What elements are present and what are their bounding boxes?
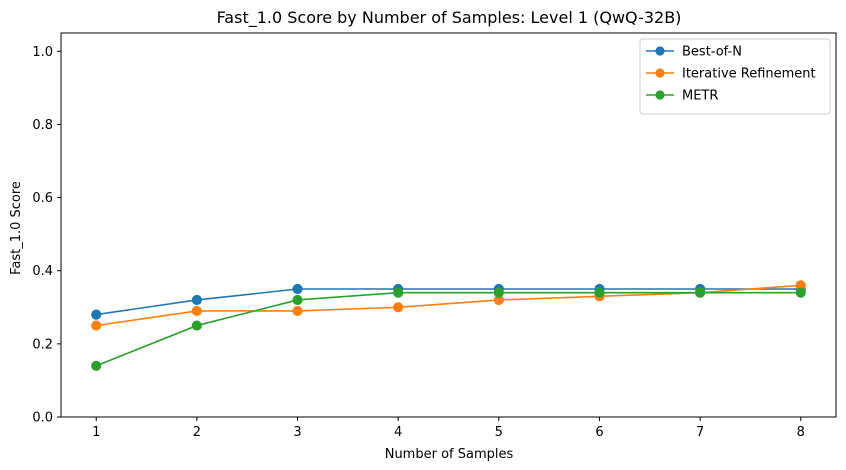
x-tick-label: 7 xyxy=(696,425,704,440)
data-point-iterative-refinement xyxy=(91,320,102,331)
y-tick-label: 0.4 xyxy=(32,264,53,279)
x-tick-label: 1 xyxy=(92,425,100,440)
data-point-metr xyxy=(191,320,202,331)
data-point-metr xyxy=(695,287,706,298)
data-point-metr xyxy=(795,287,806,298)
x-axis-title: Number of Samples xyxy=(385,447,514,462)
legend: Best-of-N Iterative Refinement METR xyxy=(639,38,831,115)
x-tick-label: 8 xyxy=(797,425,805,440)
data-point-iterative-refinement xyxy=(191,305,202,317)
y-tick-label: 1.0 xyxy=(32,45,53,60)
legend-label-best-of-n: Best-of-N xyxy=(682,45,742,60)
data-point-iterative-refinement xyxy=(393,302,404,313)
x-tick-label: 2 xyxy=(193,425,201,440)
plot-area: 1 2 3 4 5 6 7 8 0.0 0.2 0.4 0.6 0.8 1.0 xyxy=(32,32,837,440)
chart-title: Fast_1.0 Score by Number of Samples: Lev… xyxy=(217,8,682,28)
legend-marker-iterative-refinement xyxy=(655,68,665,78)
y-tick-label: 0.6 xyxy=(32,191,53,206)
plot-frame xyxy=(60,32,837,418)
data-point-best-of-n xyxy=(191,294,202,306)
data-point-metr xyxy=(493,287,504,298)
x-tick-label: 6 xyxy=(595,425,603,440)
data-point-iterative-refinement xyxy=(292,305,303,317)
data-point-metr xyxy=(91,360,102,371)
series-line-metr xyxy=(95,291,801,367)
series-line-best-of-n xyxy=(96,288,801,316)
data-point-metr xyxy=(594,287,605,298)
data-point-best-of-n xyxy=(292,283,303,295)
legend-label-metr: METR xyxy=(682,89,718,104)
data-point-best-of-n xyxy=(91,309,102,320)
legend-box xyxy=(639,38,831,115)
y-axis-title: Fast_1.0 Score xyxy=(9,181,24,275)
legend-marker-metr xyxy=(655,90,665,100)
legend-marker-best-of-n xyxy=(655,46,665,56)
y-tick-label: 0.2 xyxy=(32,337,53,352)
legend-label-iterative-refinement: Iterative Refinement xyxy=(682,67,816,82)
x-tick-label: 5 xyxy=(495,425,503,440)
y-tick-label: 0.8 xyxy=(32,118,53,133)
x-tick-label: 3 xyxy=(293,425,301,440)
data-point-metr xyxy=(393,287,404,298)
y-tick-label: 0.0 xyxy=(32,411,53,426)
data-point-metr xyxy=(292,294,303,306)
x-tick-label: 4 xyxy=(394,425,402,440)
